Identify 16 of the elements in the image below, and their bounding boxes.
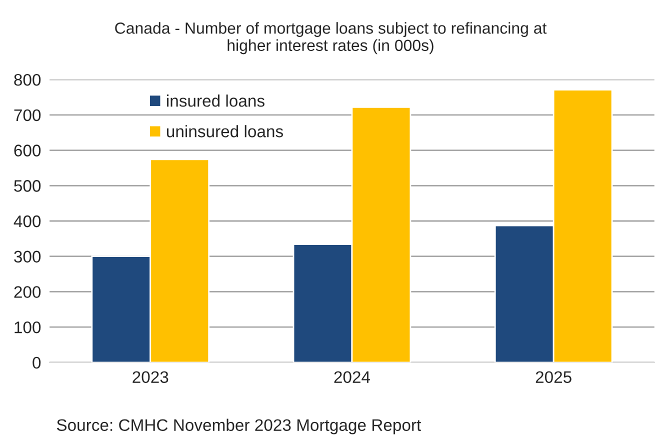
y-tick-label: 400: [14, 215, 41, 228]
y-tick-label: 500: [14, 180, 41, 192]
x-tick-label: 2025: [536, 371, 572, 384]
y-tick-label: 0: [32, 356, 41, 369]
source-note: Source: CMHC November 2023 Mortgage Report: [56, 418, 422, 434]
y-tick-label: 800: [14, 74, 41, 86]
legend-label: uninsured loans: [167, 125, 283, 138]
y-tick-label: 100: [14, 321, 41, 334]
x-tick-label: 2024: [334, 371, 370, 384]
legend-label: insured loans: [167, 94, 264, 107]
y-tick-label: 300: [14, 250, 41, 263]
y-tick-label: 600: [14, 144, 41, 156]
y-tick-label: 200: [14, 286, 41, 298]
chart-title: Canada - Number of mortgage loans subject to refinancing at higher interest rates (in 000s): [115, 22, 547, 54]
y-tick-label: 700: [14, 109, 41, 122]
x-tick-label: 2023: [132, 371, 168, 384]
